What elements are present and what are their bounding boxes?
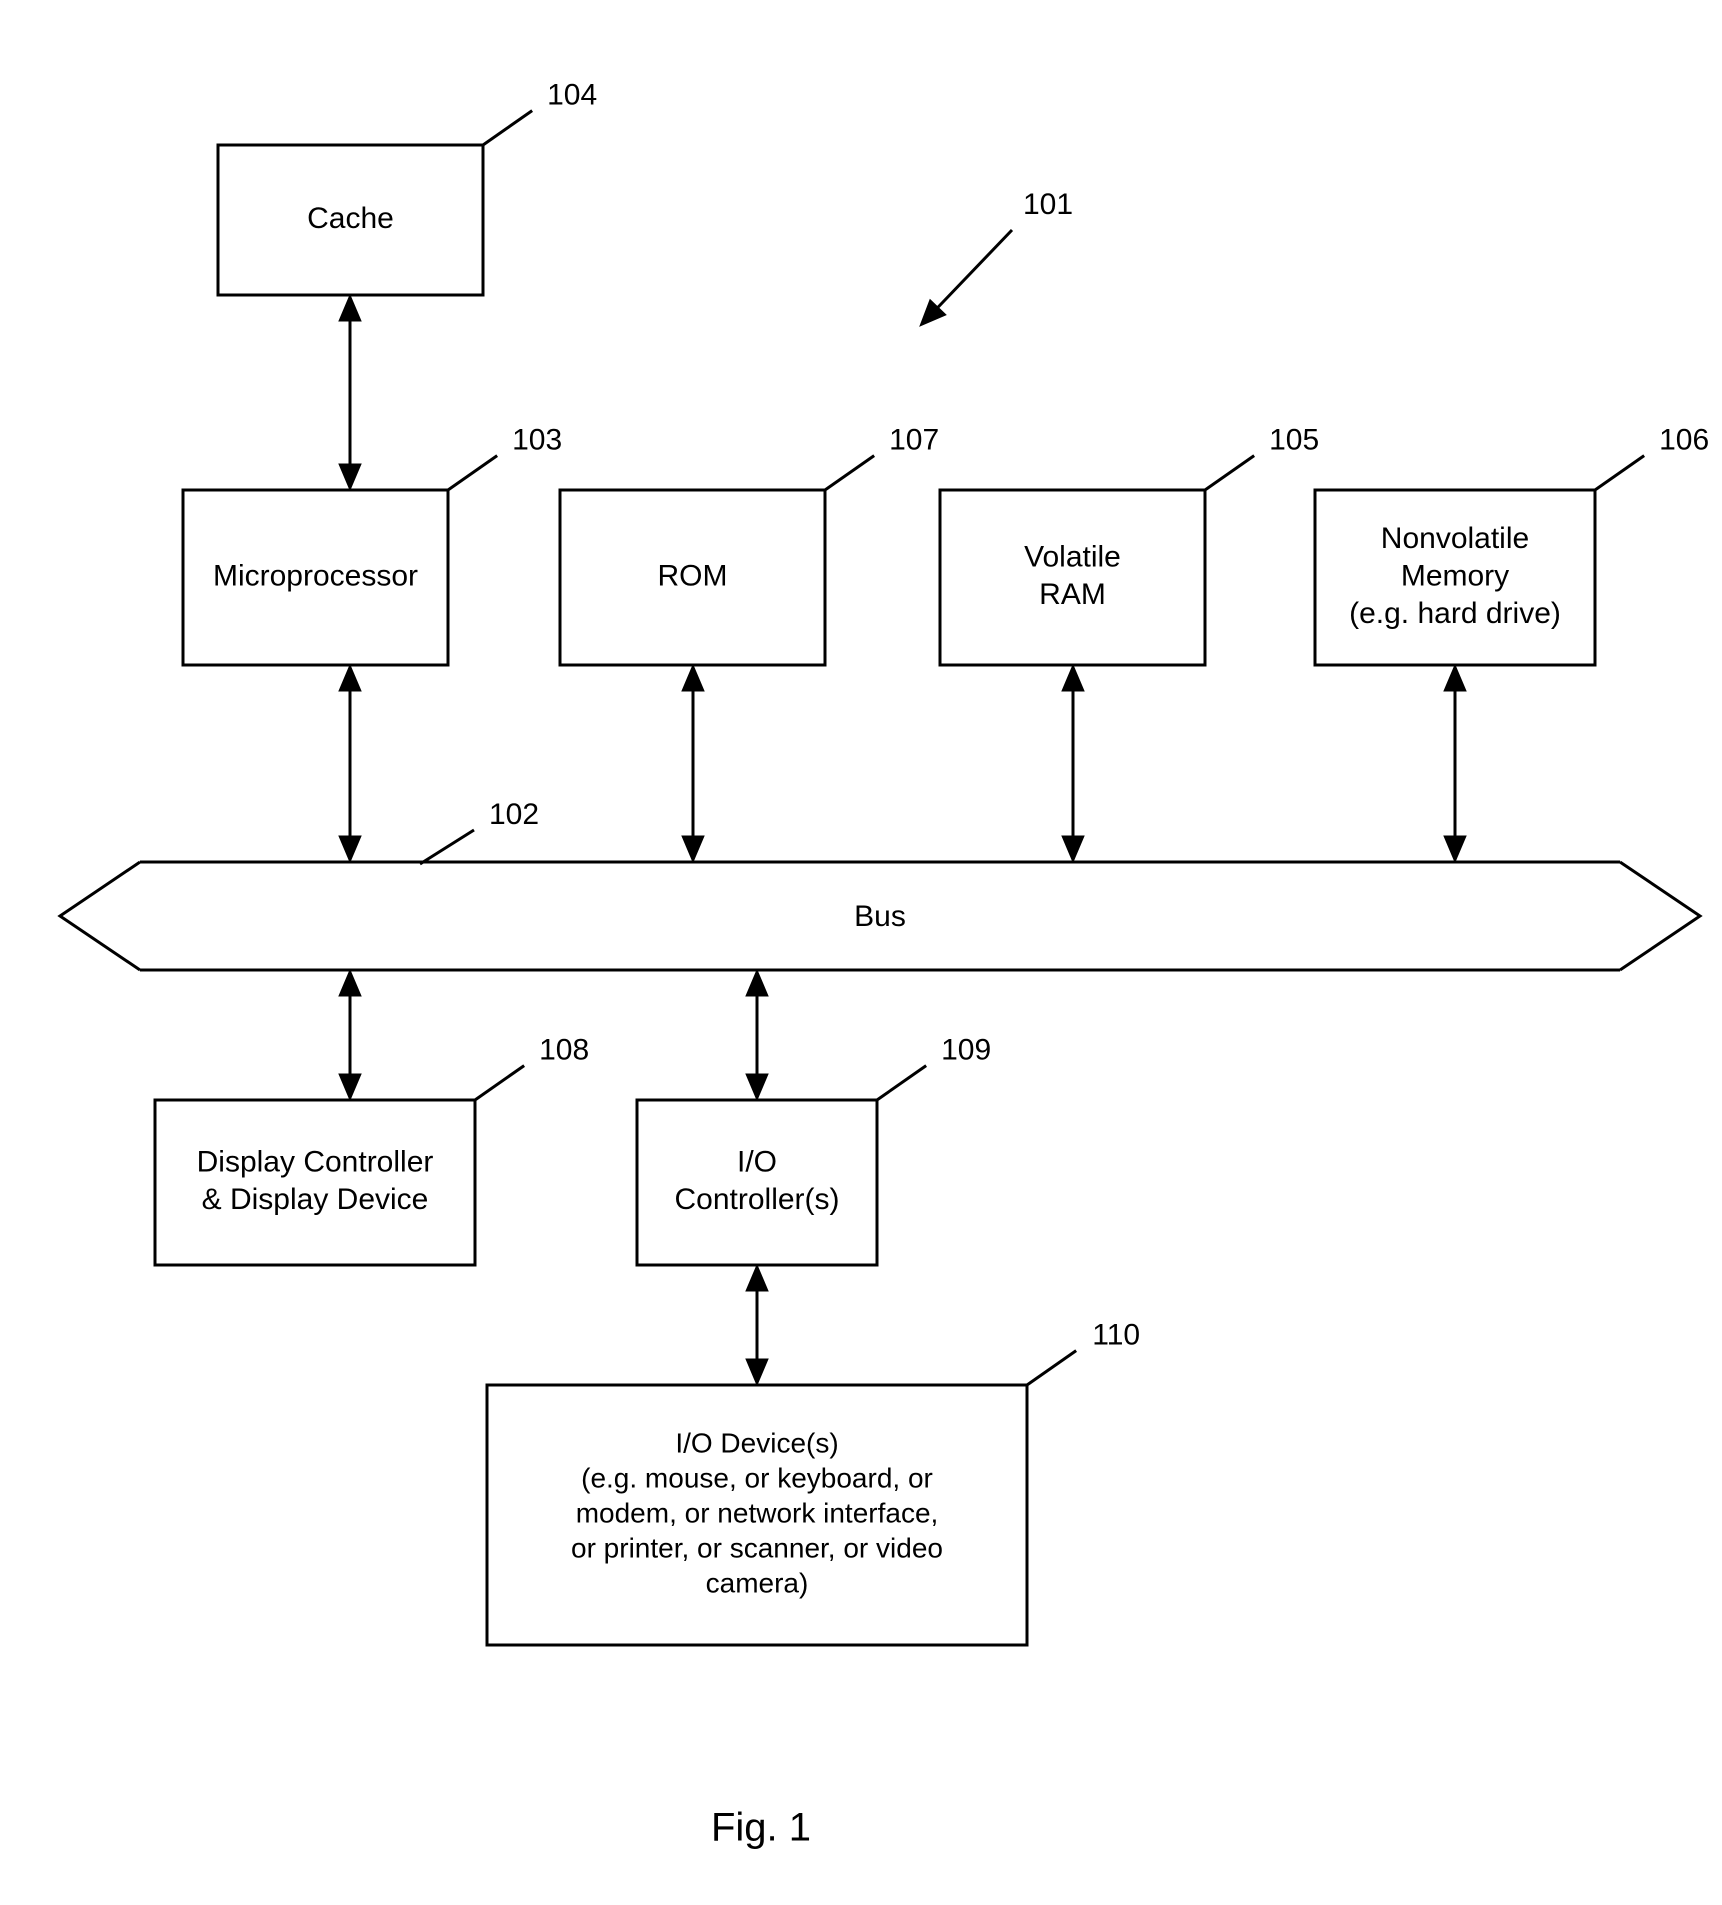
reference-pointer-101-label: 101 xyxy=(1023,188,1073,221)
node-microprocessor: Microprocessor 103 xyxy=(183,424,562,665)
node-rom-label-0: ROM xyxy=(658,559,728,592)
node-nvm-ref-label: 106 xyxy=(1659,424,1709,457)
node-nvm: Nonvolatile Memory (e.g. hard drive) 106 xyxy=(1315,424,1709,665)
bus-ref-label: 102 xyxy=(489,798,539,831)
node-display-ref-label: 108 xyxy=(539,1034,589,1067)
node-iodev-label-2: modem, or network interface, xyxy=(576,1497,939,1528)
node-cache-label-0: Cache xyxy=(307,202,394,235)
node-iodev-label-1: (e.g. mouse, or keyboard, or xyxy=(581,1462,933,1493)
node-ioctrl-label-1: Controller(s) xyxy=(674,1183,839,1216)
node-iodev-label-3: or printer, or scanner, or video xyxy=(571,1532,943,1563)
connector-cache-microprocessor xyxy=(339,295,361,490)
node-rom: ROM 107 xyxy=(560,424,939,665)
figure-caption: Fig. 1 xyxy=(711,1806,811,1850)
diagram-canvas: Bus102Cache104Microprocessor103ROM107Vol… xyxy=(0,0,1722,1905)
node-iodev: I/O Device(s) (e.g. mouse, or keyboard, o… xyxy=(487,1319,1140,1645)
connector-bus-display xyxy=(339,970,361,1100)
node-cache: Cache 104 xyxy=(218,79,597,295)
node-microprocessor-label-0: Microprocessor xyxy=(213,559,418,592)
connector-rom-bus xyxy=(682,665,704,862)
node-cache-ref-label: 104 xyxy=(547,79,597,112)
node-vram-label-0: Volatile xyxy=(1024,541,1121,574)
node-display-label-0: Display Controller xyxy=(197,1146,434,1179)
node-ioctrl: I/O Controller(s) 109 xyxy=(637,1034,991,1265)
node-display: Display Controller & Display Device 108 xyxy=(155,1034,589,1265)
node-vram-ref-label: 105 xyxy=(1269,424,1319,457)
connector-microprocessor-bus xyxy=(339,665,361,862)
connector-ioctrl-iodev xyxy=(746,1265,768,1385)
node-nvm-label-1: Memory xyxy=(1401,559,1509,592)
node-vram-label-1: RAM xyxy=(1039,578,1106,611)
node-microprocessor-ref-label: 103 xyxy=(512,424,562,457)
node-iodev-ref-label: 110 xyxy=(1092,1319,1140,1352)
bus-label: Bus xyxy=(854,900,906,933)
node-iodev-label-4: camera) xyxy=(706,1567,809,1598)
connector-nvm-bus xyxy=(1444,665,1466,862)
node-ioctrl-ref-label: 109 xyxy=(941,1034,991,1067)
node-nvm-label-0: Nonvolatile xyxy=(1381,522,1529,555)
node-iodev-label-0: I/O Device(s) xyxy=(675,1427,838,1458)
node-display-label-1: & Display Device xyxy=(202,1183,429,1216)
node-rom-ref-label: 107 xyxy=(889,424,939,457)
node-ioctrl-label-0: I/O xyxy=(737,1146,777,1179)
node-nvm-label-2: (e.g. hard drive) xyxy=(1349,597,1561,630)
reference-pointer-101: 101 xyxy=(920,188,1073,326)
node-vram: Volatile RAM 105 xyxy=(940,424,1319,665)
connector-bus-ioctrl xyxy=(746,970,768,1100)
connector-vram-bus xyxy=(1062,665,1084,862)
